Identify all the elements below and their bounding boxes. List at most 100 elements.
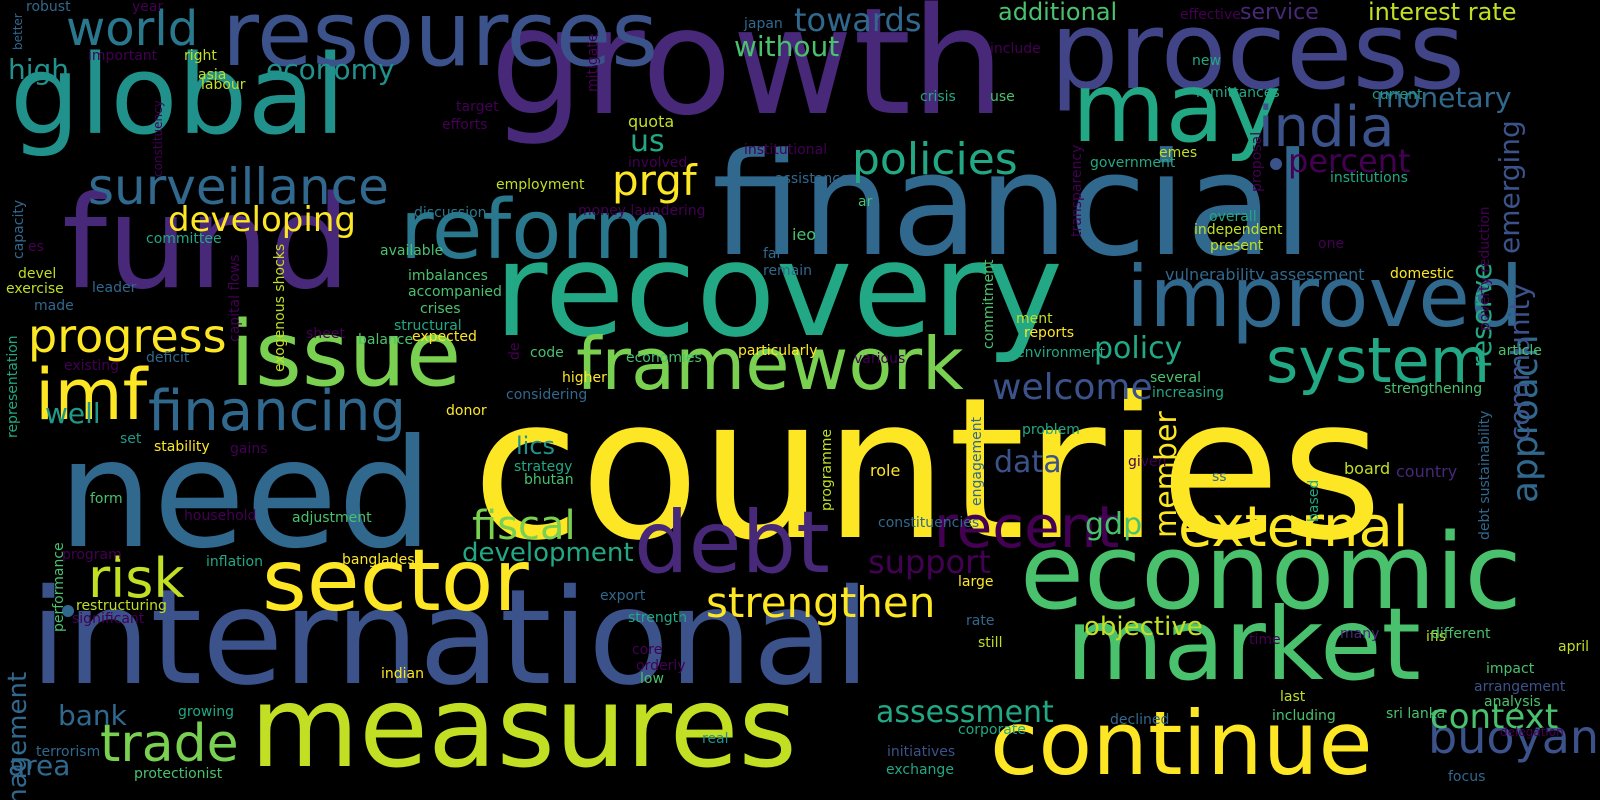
- cloud-word: large: [958, 574, 994, 590]
- cloud-word: important: [88, 48, 158, 64]
- cloud-word: article: [1498, 343, 1542, 359]
- cloud-word: member: [1149, 411, 1184, 538]
- cloud-word: without: [734, 30, 840, 63]
- cloud-word: emes: [1159, 145, 1198, 161]
- cloud-word: recovery: [494, 214, 1063, 366]
- cloud-word: ment: [1016, 311, 1053, 327]
- cloud-word: gains: [230, 441, 268, 457]
- cloud-word: better: [11, 13, 25, 51]
- cloud-word: india: [1258, 95, 1395, 160]
- cloud-word: government: [1090, 155, 1176, 171]
- cloud-word: framework: [576, 322, 964, 406]
- cloud-word: context: [1430, 697, 1559, 737]
- cloud-word: one: [1318, 236, 1345, 252]
- cloud-word: significant: [72, 611, 145, 627]
- cloud-word: us: [630, 124, 665, 159]
- cloud-word: strength: [628, 610, 687, 626]
- cloud-word: data: [994, 445, 1062, 480]
- cloud-word: made: [34, 298, 74, 314]
- cloud-word: improved: [1126, 248, 1524, 346]
- cloud-word: economies: [626, 350, 702, 366]
- cloud-word: real: [702, 731, 729, 747]
- cloud-word: several: [1150, 370, 1202, 386]
- cloud-word: robust: [26, 0, 71, 15]
- cloud-word: countries: [472, 356, 1383, 584]
- cloud-word: assistance: [775, 171, 849, 187]
- cloud-word: including: [1272, 708, 1336, 724]
- cloud-word: analysis: [1484, 694, 1541, 710]
- cloud-word: country: [1396, 462, 1458, 481]
- cloud-word: domestic: [1390, 266, 1455, 282]
- dot-marker: [62, 605, 74, 617]
- cloud-word: percent: [1288, 142, 1411, 180]
- cloud-word: institutions: [1330, 170, 1408, 186]
- cloud-word: target: [456, 99, 499, 115]
- cloud-word: increasing: [1152, 385, 1225, 401]
- cloud-word: risk: [88, 547, 185, 610]
- cloud-word: trade: [100, 714, 239, 774]
- cloud-word: expected: [412, 329, 477, 345]
- cloud-word: household: [184, 508, 257, 524]
- cloud-word: assessment: [876, 695, 1054, 730]
- cloud-word: code: [530, 345, 564, 361]
- cloud-word: accompanied: [408, 284, 502, 300]
- cloud-word: delegation: [1500, 725, 1564, 739]
- cloud-word: exercise: [6, 281, 64, 297]
- cloud-word: focus: [1448, 769, 1486, 785]
- cloud-word: use: [990, 89, 1015, 105]
- cloud-word: donor: [446, 403, 487, 419]
- cloud-word: asia: [198, 67, 227, 83]
- cloud-word: transparency: [1069, 144, 1085, 237]
- cloud-word: area: [8, 749, 71, 782]
- cloud-word: last: [1280, 689, 1306, 705]
- cloud-word: imbalances: [408, 268, 488, 284]
- cloud-word: fund: [62, 169, 351, 318]
- cloud-word: constituency: [151, 100, 165, 178]
- cloud-word: crises: [420, 301, 461, 317]
- cloud-word: external: [1178, 495, 1409, 560]
- cloud-word: initiatives: [887, 744, 956, 760]
- cloud-word: buoyant: [1428, 710, 1600, 764]
- cloud-word: deficit: [146, 350, 190, 366]
- cloud-word: objective: [1084, 612, 1203, 642]
- cloud-word: present: [1210, 238, 1264, 254]
- cloud-word: need: [58, 408, 433, 582]
- cloud-word: representation: [5, 334, 21, 438]
- cloud-word: many: [1340, 626, 1380, 642]
- cloud-word: effective: [1180, 7, 1241, 23]
- cloud-word: financing: [148, 379, 406, 444]
- cloud-word: board: [1344, 459, 1391, 478]
- cloud-word: monetary: [1376, 81, 1512, 114]
- cloud-word: ss: [1212, 469, 1227, 485]
- cloud-word: debt sustainability: [1477, 410, 1493, 540]
- cloud-word: sector: [262, 531, 529, 631]
- cloud-word: community: [1503, 283, 1536, 442]
- cloud-word: proposal: [1249, 132, 1265, 193]
- cloud-word: interest rate: [1368, 0, 1517, 26]
- cloud-word: constituencies: [878, 515, 980, 531]
- cloud-word: strategy: [514, 459, 573, 475]
- cloud-word: financial: [712, 123, 1313, 288]
- cloud-word: export: [600, 588, 646, 604]
- cloud-word: remain: [763, 263, 813, 279]
- cloud-word: capacity: [11, 200, 27, 260]
- cloud-word: support: [868, 543, 991, 581]
- dot-marker: [1270, 158, 1282, 170]
- cloud-word: gdp: [1085, 507, 1143, 542]
- cloud-word: leader: [92, 280, 137, 296]
- cloud-word: arrangement: [1474, 679, 1566, 695]
- cloud-word: orderly: [636, 658, 686, 674]
- cloud-word: resources: [222, 0, 659, 87]
- cloud-word: exchange: [886, 762, 954, 778]
- cloud-word: crisis: [920, 89, 956, 105]
- cloud-word: fiscal: [472, 503, 576, 549]
- cloud-word: capital flows: [227, 254, 243, 343]
- cloud-word: available: [380, 243, 444, 259]
- cloud-word: various: [854, 351, 906, 367]
- cloud-word: economy: [266, 53, 395, 86]
- cloud-word: reports: [1024, 325, 1075, 341]
- cloud-word: time: [1249, 632, 1281, 648]
- cloud-word: money laundering: [578, 203, 706, 219]
- cloud-word: poverty reduction: [1477, 206, 1493, 331]
- cloud-word: measures: [250, 663, 797, 793]
